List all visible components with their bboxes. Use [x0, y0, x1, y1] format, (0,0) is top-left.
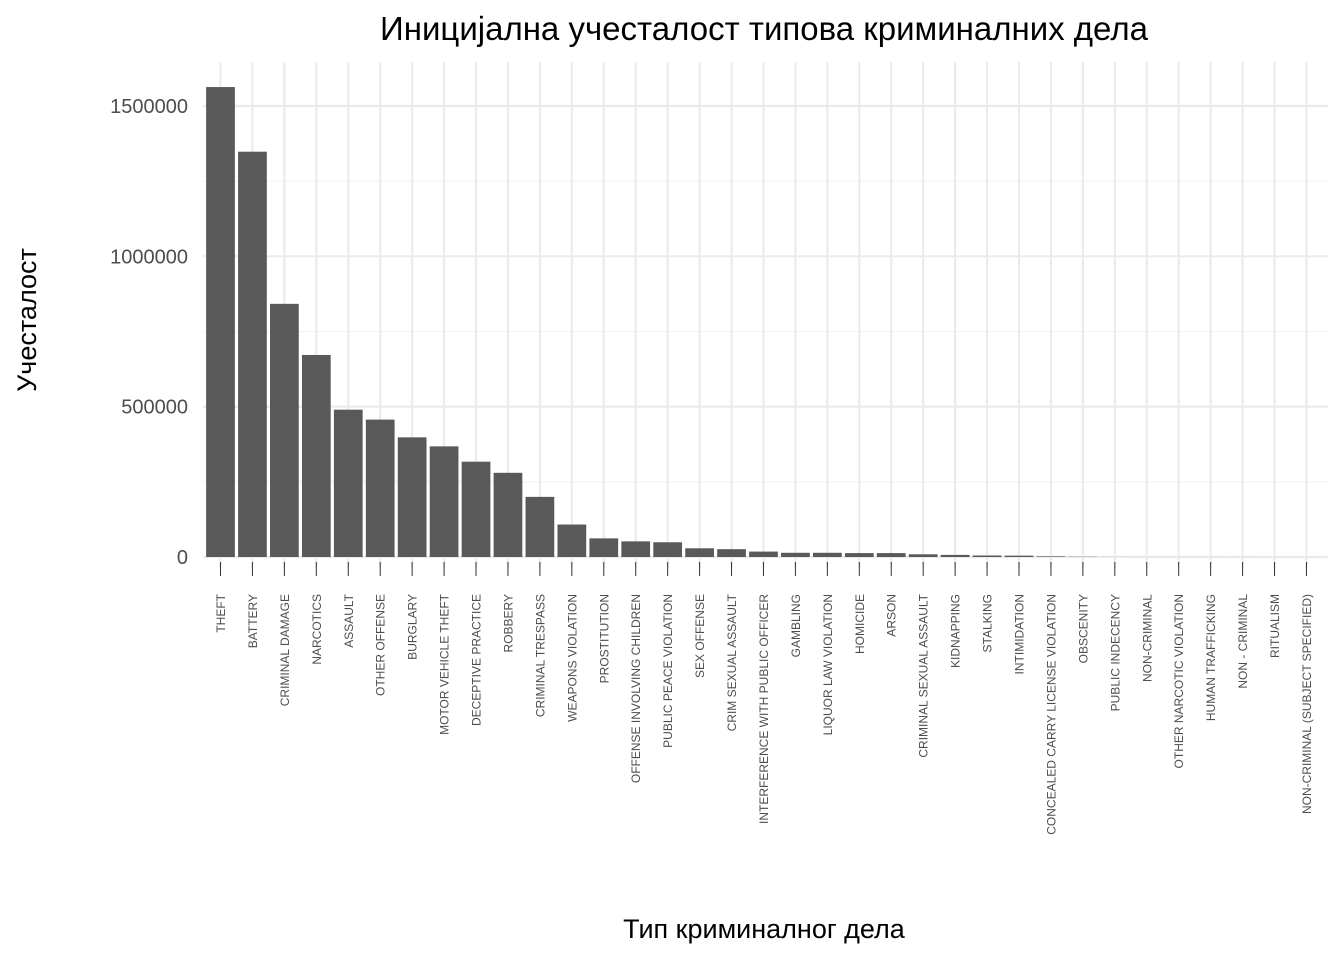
x-tick-label: STALKING	[981, 594, 995, 652]
x-tick-label: DECEPTIVE PRACTICE	[470, 594, 484, 726]
x-tick-label: MOTOR VEHICLE THEFT	[438, 593, 452, 735]
x-tick-label: OTHER OFFENSE	[374, 594, 388, 696]
bar	[270, 303, 299, 557]
y-tick-label: 1500000	[110, 96, 188, 118]
bar	[1036, 556, 1066, 557]
x-tick-label: OBSCENITY	[1076, 594, 1090, 663]
bar	[812, 552, 842, 557]
bar	[365, 419, 395, 557]
x-tick-label: OFFENSE INVOLVING CHILDREN	[629, 594, 643, 783]
bar	[461, 461, 491, 557]
y-axis-ticks: 0 500000 1000000 1500000	[110, 96, 188, 569]
x-tick-label: GAMBLING	[789, 594, 803, 657]
chart-title: Иницијална учесталост типова криминалних…	[380, 10, 1149, 47]
bar	[1004, 555, 1034, 557]
x-tick-label: HUMAN TRAFFICKING	[1204, 594, 1218, 721]
bar	[493, 472, 523, 557]
x-tick-label: CRIMINAL TRESPASS	[533, 594, 547, 717]
bar	[429, 446, 459, 557]
x-tick-label: NARCOTICS	[310, 594, 324, 665]
bar	[301, 354, 331, 557]
bar	[238, 151, 267, 557]
bar	[972, 555, 1002, 557]
bar	[844, 553, 874, 557]
x-tick-label: RITUALISM	[1268, 594, 1282, 658]
bar	[940, 554, 970, 557]
bar	[621, 541, 651, 557]
x-tick-label: SEX OFFENSE	[693, 594, 707, 678]
bar	[525, 496, 555, 557]
x-tick-label: ARSON	[885, 594, 899, 637]
x-tick-label: PROSTITUTION	[597, 594, 611, 683]
bar	[333, 409, 363, 557]
x-tick-label: KIDNAPPING	[949, 594, 963, 668]
x-axis-ticks: THEFT BATTERY CRIMINAL DAMAGE NARCOTICS ASSA…	[214, 562, 1314, 835]
y-tick-label: 0	[177, 547, 188, 569]
x-tick-label: CONCEALED CARRY LICENSE VIOLATION	[1044, 594, 1058, 835]
x-tick-label: INTERFERENCE WITH PUBLIC OFFICER	[757, 594, 771, 824]
bar	[685, 548, 714, 557]
x-tick-label: PUBLIC INDECENCY	[1108, 594, 1122, 711]
x-tick-label: CRIMINAL SEXUAL ASSAULT	[917, 593, 931, 757]
x-tick-label: BATTERY	[246, 594, 260, 648]
x-tick-label: ASSAULT	[342, 593, 356, 647]
y-tick-label: 500000	[121, 397, 188, 419]
y-tick-label: 1000000	[110, 246, 188, 268]
bar	[589, 538, 619, 557]
x-tick-label: NON-CRIMINAL (SUBJECT SPECIFIED)	[1300, 594, 1314, 814]
x-tick-label: NON - CRIMINAL	[1236, 594, 1250, 689]
x-tick-label: CRIMINAL DAMAGE	[278, 594, 292, 706]
x-tick-label: THEFT	[214, 593, 228, 632]
bar	[749, 551, 778, 557]
x-tick-label: CRIM SEXUAL ASSAULT	[725, 593, 739, 731]
bar	[908, 554, 938, 557]
bar	[206, 87, 235, 558]
y-axis-title: Учесталост	[12, 248, 42, 392]
bar	[876, 553, 906, 557]
x-tick-label: INTIMIDATION	[1013, 594, 1027, 674]
bar	[717, 549, 746, 557]
x-tick-label: PUBLIC PEACE VIOLATION	[661, 594, 675, 748]
x-tick-label: BURGLARY	[406, 594, 420, 660]
x-tick-label: NON-CRIMINAL	[1140, 594, 1154, 682]
bar	[397, 437, 427, 557]
bar	[781, 552, 810, 557]
bars	[206, 87, 1321, 558]
bar	[557, 524, 587, 557]
x-tick-label: HOMICIDE	[853, 594, 867, 654]
x-axis-title: Тип криминалног дела	[623, 914, 906, 944]
x-tick-label: ROBBERY	[501, 594, 515, 652]
x-tick-label: LIQUOR LAW VIOLATION	[821, 594, 835, 735]
x-tick-label: OTHER NARCOTIC VIOLATION	[1172, 594, 1186, 768]
x-tick-label: WEAPONS VIOLATION	[565, 594, 579, 722]
bar	[653, 542, 683, 557]
